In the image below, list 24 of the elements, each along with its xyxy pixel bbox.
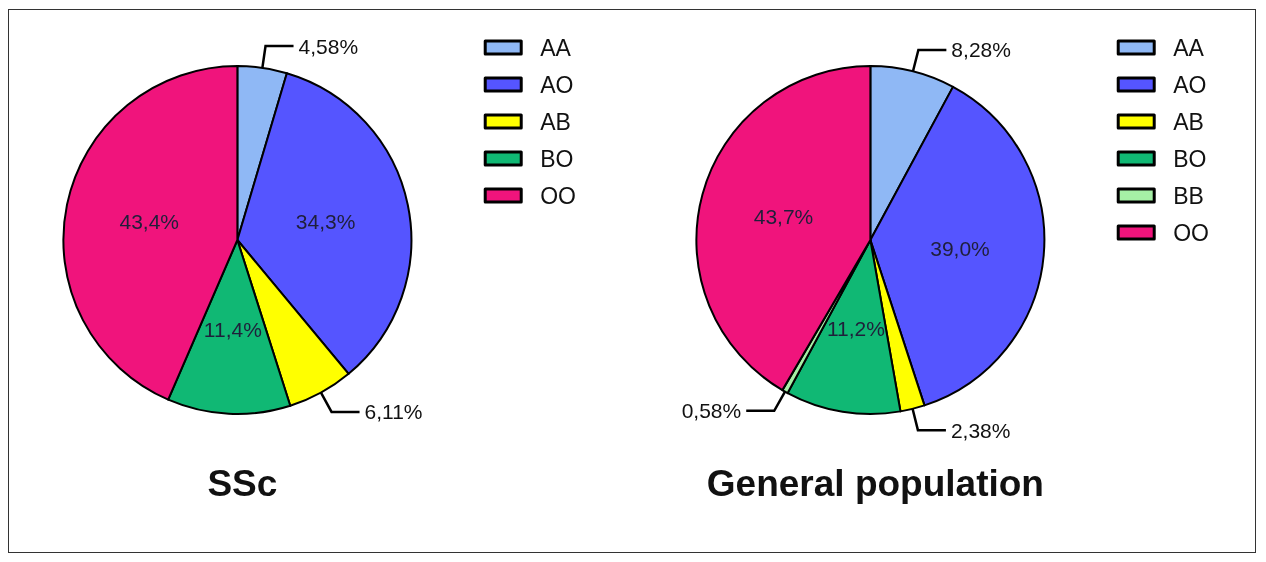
data-label: 43,4% — [119, 210, 180, 234]
legend-label: AA — [1173, 34, 1205, 61]
legend-label: AA — [540, 34, 572, 61]
data-label: 34,3% — [295, 210, 356, 234]
legend-label: AO — [1173, 71, 1207, 98]
legend-label: BO — [1173, 145, 1207, 172]
legend-label: AB — [540, 108, 571, 135]
legend-label: BO — [540, 145, 574, 172]
legend-label: OO — [540, 182, 576, 209]
data-label: 39,0% — [930, 236, 990, 260]
data-label: 6,11% — [364, 400, 423, 424]
data-label: 11,2% — [826, 317, 885, 341]
data-label: 11,4% — [203, 318, 262, 342]
legend-label: OO — [1173, 219, 1209, 246]
text: SSc — [207, 463, 278, 504]
legend-label: AB — [1173, 108, 1204, 135]
data-label: 43,7% — [753, 204, 814, 228]
legend-label: BB — [1173, 182, 1204, 209]
data-label: 8,28% — [951, 38, 1011, 62]
data-label: 2,38% — [950, 418, 1011, 442]
text: General population — [706, 463, 1044, 504]
data-label: 4,58% — [298, 34, 359, 58]
data-label: 0,58% — [681, 399, 742, 423]
legend-label: AO — [540, 71, 574, 98]
